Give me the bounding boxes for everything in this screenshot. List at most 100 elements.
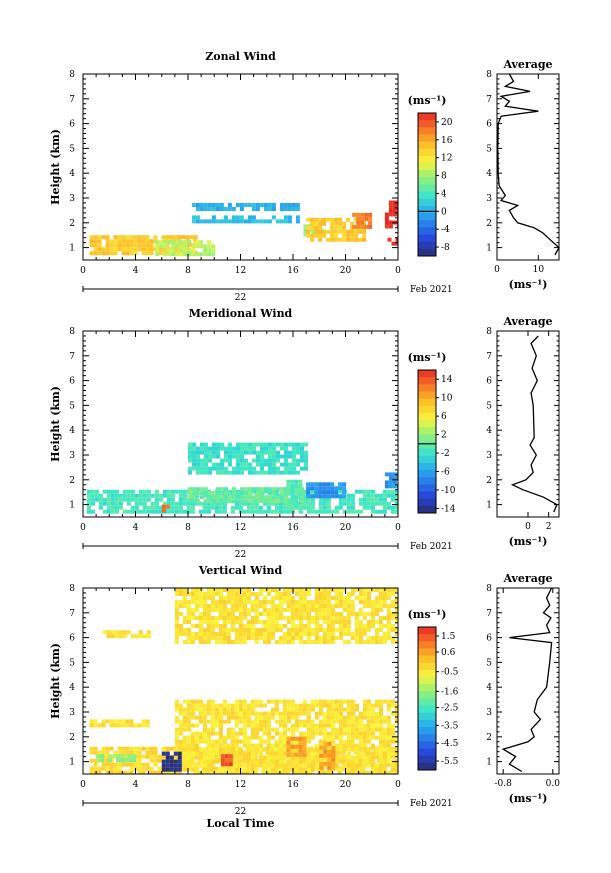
heatmap-cell (125, 243, 130, 248)
heatmap-cell (342, 486, 347, 491)
heatmap-cell (290, 699, 295, 704)
heatmap-cell (90, 509, 95, 514)
heatmap-cell (258, 628, 263, 632)
heatmap-cell (296, 442, 300, 447)
heatmap-cell (186, 707, 191, 712)
average-x-tick-label: 0 (525, 522, 531, 532)
heatmap-cell (390, 723, 395, 728)
heatmap-cell (298, 719, 303, 724)
heatmap-cell (283, 207, 288, 211)
heatmap-cell (305, 750, 310, 755)
heatmap-cell (314, 632, 319, 636)
heatmap-cell (142, 509, 147, 514)
heatmap-cell (272, 499, 276, 504)
heatmap-cell (238, 739, 243, 744)
heatmap-cell (322, 217, 327, 222)
heatmap-cell (366, 735, 371, 740)
heatmap-cell (250, 759, 255, 764)
heatmap-cell (247, 215, 252, 220)
heatmap-cell (218, 608, 223, 612)
heatmap-cell (195, 240, 200, 245)
heatmap-cell (322, 711, 327, 716)
heatmap-cell (247, 219, 252, 224)
heatmap-cell (358, 739, 363, 744)
heatmap-cell (314, 229, 319, 234)
heatmap-cell (223, 207, 228, 211)
heatmap-cell (242, 703, 247, 708)
heatmap-region (96, 754, 137, 763)
heatmap-cell (246, 632, 251, 636)
heatmap-cell (326, 229, 331, 234)
heatmap-cell (361, 766, 366, 771)
heatmap-cell (238, 715, 243, 720)
heatmap-cell (292, 466, 296, 471)
heatmap-cell (378, 759, 383, 764)
heatmap-cell (134, 501, 139, 506)
heatmap-cell (190, 592, 195, 596)
heatmap-cell (270, 743, 275, 748)
heatmap-cell (270, 616, 275, 620)
heatmap-cell (224, 758, 229, 763)
heatmap-cell (281, 754, 286, 759)
heatmap-cell (298, 491, 303, 496)
colorbar-swatch (418, 762, 436, 771)
heatmap-cell (378, 747, 383, 752)
heatmap-cell (382, 489, 387, 494)
heatmap-cell (117, 766, 122, 771)
heatmap-cell (382, 493, 387, 498)
heatmap-cell (171, 252, 176, 257)
heatmap-cell (354, 731, 359, 736)
heatmap-cell (382, 699, 387, 704)
heatmap-cell (394, 767, 398, 772)
heatmap-cell (246, 759, 251, 764)
heatmap-cell (342, 229, 347, 234)
heatmap-cell (191, 215, 196, 220)
heatmap-cell (362, 763, 367, 768)
heatmap-cell (362, 707, 367, 712)
colorbar-tick-label: 16 (441, 136, 453, 146)
heatmap-cell (330, 743, 335, 748)
heatmap-cell (330, 612, 335, 616)
heatmap-cell (192, 442, 196, 447)
heatmap-cell (218, 751, 223, 756)
heatmap-cell (388, 480, 393, 485)
heatmap-cell (322, 719, 327, 724)
heatmap-cell (270, 755, 275, 760)
heatmap-cell (202, 600, 207, 604)
heatmap-cell (173, 767, 178, 772)
heatmap-cell (374, 640, 379, 644)
colorbar-tick-label: 6 (441, 412, 447, 422)
y-tick-label: 8 (69, 327, 75, 337)
heatmap-cell (310, 482, 315, 487)
heatmap-cell (374, 608, 379, 612)
heatmap-cell (370, 743, 375, 748)
heatmap-cell (214, 505, 219, 510)
heatmap-cell (106, 501, 111, 506)
heatmap-cell (158, 505, 163, 510)
heatmap-cell (354, 233, 359, 238)
heatmap-cell (182, 719, 187, 724)
heatmap-cell (378, 719, 383, 724)
heatmap-cell (242, 592, 247, 596)
heatmap-cell (194, 739, 199, 744)
heatmap-cell (266, 743, 271, 748)
heatmap-cell (318, 490, 323, 495)
heatmap-cell (173, 770, 178, 774)
heatmap-cell (366, 505, 371, 510)
x-tick-label: 4 (133, 780, 139, 790)
heatmap-cell (342, 743, 347, 748)
heatmap-cell (105, 719, 110, 724)
heatmap-cell (366, 719, 371, 724)
heatmap-region (161, 504, 170, 513)
heatmap-cell (326, 501, 331, 506)
heatmap-cell (97, 235, 102, 240)
heatmap-cell (162, 501, 167, 506)
heatmap-cell (253, 770, 258, 774)
heatmap-cell (282, 703, 287, 708)
heatmap-cell (350, 755, 355, 760)
heatmap-cell (280, 454, 284, 459)
heatmap-cell (274, 592, 279, 596)
heatmap-cell (258, 612, 263, 616)
heatmap-cell (208, 450, 212, 455)
heatmap-cell (246, 743, 251, 748)
